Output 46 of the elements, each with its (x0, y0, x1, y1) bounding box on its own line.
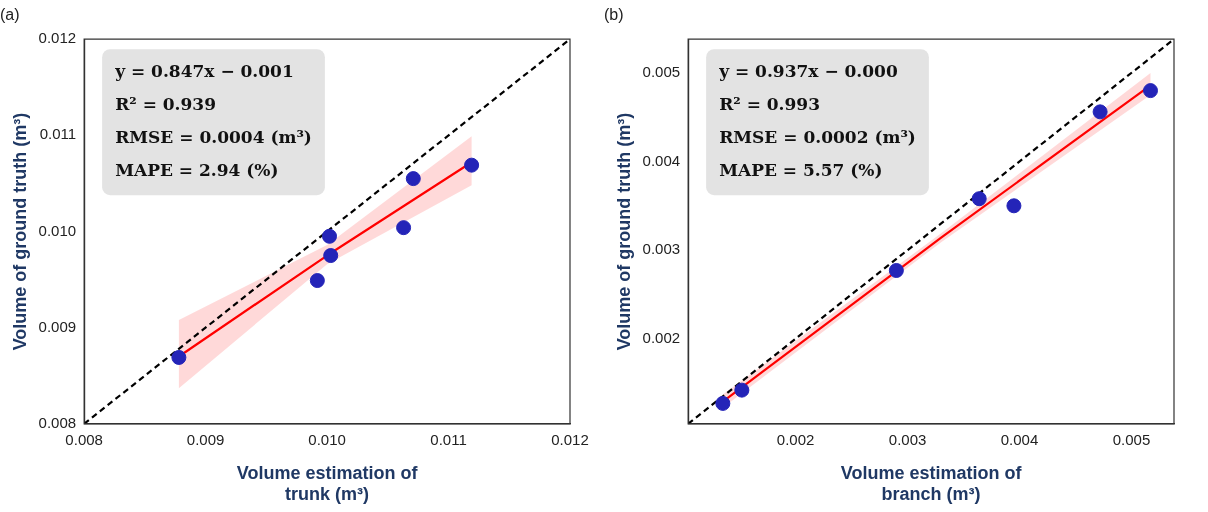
point (734, 382, 750, 398)
point (405, 171, 421, 187)
annotation: R² = 0.939 (115, 94, 217, 115)
x-tick-label: 0.005 (1112, 430, 1151, 448)
y-tick-label: 0.011 (39, 125, 77, 143)
annotation: R² = 0.993 (719, 94, 821, 115)
y-tick-label: 0.003 (642, 240, 681, 258)
annotation: y = 0.847x − 0.001 (114, 61, 294, 82)
chart-title: (b) (604, 6, 624, 24)
y-tick-label: 0.004 (642, 151, 681, 169)
point (971, 191, 987, 207)
point (309, 273, 325, 289)
point (322, 228, 337, 244)
x-tick-label: 0.011 (430, 430, 467, 448)
annotation: MAPE = 2.94 (%) (115, 160, 279, 181)
y-tick-label: 0.012 (38, 29, 77, 47)
point (396, 220, 412, 236)
x-tick-label: 0.003 (888, 430, 927, 448)
x-tick-label: 0.012 (551, 430, 589, 448)
y-axis-title: Volume of ground truth (m³) (613, 112, 634, 351)
chart-title: (a) (0, 6, 20, 24)
y-axis-title: Volume of ground truth (m³) (9, 112, 30, 351)
point (888, 262, 904, 278)
y-tick-label: 0.008 (38, 413, 77, 431)
x-axis-title: Volume estimation of branch (m³) (840, 462, 1023, 505)
x-axis-title: Volume estimation of trunk (m³) (236, 462, 419, 505)
x-tick-label: 0.010 (308, 430, 346, 448)
y-tick-label: 0.009 (38, 317, 77, 335)
point (1092, 104, 1108, 120)
y-tick-label: 0.010 (38, 221, 77, 239)
x-tick-label: 0.002 (776, 430, 815, 448)
y-tick-label: 0.002 (642, 328, 681, 346)
x-tick-label: 0.004 (1000, 430, 1039, 448)
point (1142, 83, 1158, 99)
annotation: RMSE = 0.0004 (m³) (115, 127, 312, 148)
point (715, 395, 731, 411)
annotation: MAPE = 5.57 (%) (719, 160, 883, 181)
y-tick-label: 0.005 (642, 63, 681, 81)
annotation: y = 0.937x − 0.000 (718, 61, 898, 82)
point (323, 248, 339, 264)
point (464, 157, 480, 173)
annotation: RMSE = 0.0002 (m³) (719, 127, 916, 148)
x-tick-label: 0.009 (186, 430, 225, 448)
x-tick-label: 0.008 (65, 430, 103, 448)
point (171, 349, 187, 365)
point (1006, 198, 1022, 214)
